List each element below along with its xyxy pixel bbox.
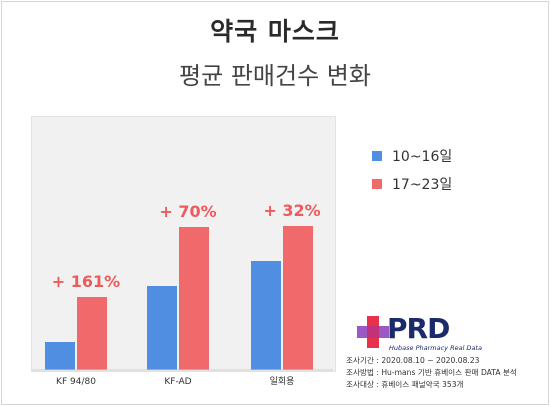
chart-legend: 10~16일 17~23일 <box>372 145 452 201</box>
logo-tagline: Hubase Pharmacy Real Data <box>389 344 482 352</box>
note-period: 조사기간 : 2020.08.10 ~ 2020.08.23 <box>346 356 480 365</box>
legend-item-series-2: 17~23일 <box>372 173 452 195</box>
bar-blue-2 <box>147 286 177 370</box>
plus-logo-icon <box>357 316 389 348</box>
percent-change-label: + 32% <box>263 201 320 220</box>
percent-change-label: + 161% <box>52 272 120 291</box>
legend-item-series-1: 10~16일 <box>372 145 452 167</box>
category-label: KF-AD <box>164 377 191 387</box>
bar-red-2 <box>179 227 209 370</box>
prd-logo: PRD Hubase Pharmacy Real Data <box>355 312 505 356</box>
chart-subtitle: 평균 판매건수 변화 <box>179 62 371 90</box>
percent-change-label: + 70% <box>159 202 216 221</box>
legend-swatch-blue <box>372 151 382 161</box>
note-method: 조사방법 : Hu-mans 기반 휴베이스 판매 DATA 분석 <box>346 368 517 377</box>
category-label: KF 94/80 <box>56 377 96 387</box>
bar-blue-3 <box>251 261 281 370</box>
legend-swatch-red <box>372 179 382 189</box>
category-label: 일회용 <box>270 376 295 387</box>
survey-notes: 조사기간 : 2020.08.10 ~ 2020.08.23 조사방법 : Hu… <box>346 355 517 391</box>
legend-label: 17~23일 <box>392 177 453 193</box>
legend-label: 10~16일 <box>392 149 453 165</box>
bar-red-1 <box>77 297 107 370</box>
bar-red-3 <box>283 226 313 370</box>
logo-wordmark: PRD <box>387 312 450 345</box>
note-target: 조사대상 : 휴베이스 패널약국 353개 <box>346 380 464 389</box>
bar-blue-1 <box>45 342 75 370</box>
chart-title: 약국 마스크 <box>210 17 340 46</box>
